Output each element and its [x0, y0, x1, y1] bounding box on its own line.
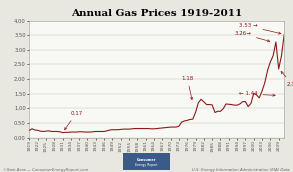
Text: U.S. Energy Information Administration (EIA) Data: U.S. Energy Information Administration (… — [193, 168, 290, 172]
Title: Annual Gas Prices 1919-2011: Annual Gas Prices 1919-2011 — [71, 9, 242, 18]
Text: 3.53 →: 3.53 → — [239, 23, 281, 34]
Text: 1.18: 1.18 — [181, 76, 193, 100]
Text: Energy Report: Energy Report — [135, 163, 158, 167]
Text: 0.17: 0.17 — [65, 111, 83, 130]
Text: ← 1.44: ← 1.44 — [239, 92, 275, 96]
Text: Consumer: Consumer — [137, 158, 156, 162]
Text: ©Sam Avra — ConsumerEnergyReport.com: ©Sam Avra — ConsumerEnergyReport.com — [3, 168, 88, 172]
Text: 3.26→: 3.26→ — [234, 31, 270, 42]
Text: 2.35: 2.35 — [281, 72, 293, 87]
